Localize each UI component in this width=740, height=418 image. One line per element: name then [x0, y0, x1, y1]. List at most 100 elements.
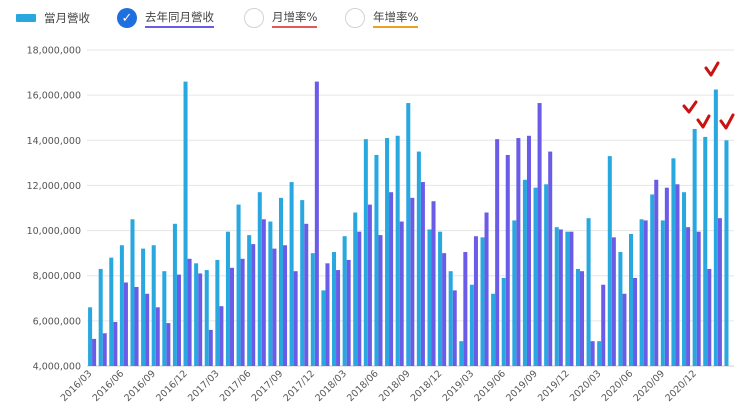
bar-current[interactable]: [575, 268, 580, 366]
bar-prior-year[interactable]: [187, 258, 192, 366]
check-icon[interactable]: ✓: [117, 8, 137, 28]
bar-prior-year[interactable]: [293, 271, 298, 366]
bar-prior-year[interactable]: [537, 103, 542, 367]
bar-current[interactable]: [151, 245, 156, 366]
bar-prior-year[interactable]: [176, 274, 181, 366]
bar-prior-year[interactable]: [166, 323, 171, 366]
bar-prior-year[interactable]: [102, 333, 107, 366]
unchecked-circle-icon[interactable]: [345, 8, 365, 28]
bar-prior-year[interactable]: [378, 235, 383, 366]
bar-prior-year[interactable]: [346, 259, 351, 366]
bar-current[interactable]: [342, 236, 347, 366]
bar-prior-year[interactable]: [675, 184, 680, 366]
bar-current[interactable]: [554, 227, 559, 366]
bar-current[interactable]: [141, 248, 146, 366]
bar-prior-year[interactable]: [336, 270, 341, 366]
bar-current[interactable]: [406, 103, 411, 367]
bar-current[interactable]: [204, 270, 209, 366]
bar-current[interactable]: [385, 138, 390, 366]
bar-current[interactable]: [416, 151, 421, 366]
bar-prior-year[interactable]: [569, 231, 574, 366]
bar-prior-year[interactable]: [420, 182, 425, 366]
bar-prior-year[interactable]: [601, 284, 606, 366]
bar-prior-year[interactable]: [113, 321, 118, 366]
bar-prior-year[interactable]: [516, 138, 521, 366]
bar-prior-year[interactable]: [198, 273, 203, 366]
bar-current[interactable]: [363, 139, 368, 366]
bar-prior-year[interactable]: [579, 271, 585, 366]
bar-current[interactable]: [607, 156, 612, 366]
bar-prior-year[interactable]: [389, 192, 394, 366]
bar-prior-year[interactable]: [473, 236, 478, 366]
bar-current[interactable]: [300, 200, 305, 366]
bar-current[interactable]: [597, 341, 602, 366]
bar-prior-year[interactable]: [590, 341, 595, 366]
bar-current[interactable]: [491, 293, 496, 366]
bar-current[interactable]: [247, 235, 252, 366]
bar-current[interactable]: [353, 212, 358, 366]
bar-prior-year[interactable]: [452, 290, 457, 366]
bar-current[interactable]: [289, 182, 294, 366]
bar-prior-year[interactable]: [717, 218, 722, 366]
bar-prior-year[interactable]: [548, 151, 553, 366]
bar-prior-year[interactable]: [219, 306, 224, 366]
bar-prior-year[interactable]: [229, 267, 235, 366]
bar-current[interactable]: [533, 187, 538, 366]
bar-prior-year[interactable]: [410, 197, 415, 366]
bar-current[interactable]: [321, 290, 326, 366]
bar-current[interactable]: [501, 277, 506, 366]
bar-current[interactable]: [703, 136, 708, 366]
bar-current[interactable]: [724, 140, 729, 366]
bar-prior-year[interactable]: [314, 81, 319, 366]
legend-item-yoy-growth[interactable]: 年增率%: [345, 6, 419, 30]
bar-prior-year[interactable]: [304, 223, 309, 366]
bar-current[interactable]: [225, 231, 230, 366]
bar-prior-year[interactable]: [431, 201, 436, 366]
bar-current[interactable]: [650, 194, 655, 366]
bar-prior-year[interactable]: [526, 135, 531, 366]
bar-current[interactable]: [215, 259, 220, 366]
bar-current[interactable]: [119, 245, 124, 366]
bar-prior-year[interactable]: [442, 253, 447, 366]
bar-current[interactable]: [98, 268, 103, 366]
bar-prior-year[interactable]: [707, 268, 712, 366]
bar-prior-year[interactable]: [558, 229, 563, 366]
bar-prior-year[interactable]: [283, 245, 288, 366]
bar-current[interactable]: [162, 271, 167, 366]
bar-current[interactable]: [310, 253, 315, 366]
bar-prior-year[interactable]: [643, 220, 648, 366]
bar-prior-year[interactable]: [272, 248, 277, 366]
legend-item-monthly-revenue[interactable]: 當月營收: [16, 6, 90, 30]
bar-prior-year[interactable]: [611, 237, 616, 366]
bar-current[interactable]: [682, 192, 687, 366]
bar-prior-year[interactable]: [357, 231, 362, 366]
bar-current[interactable]: [278, 197, 284, 366]
bar-current[interactable]: [618, 252, 623, 366]
bar-current[interactable]: [628, 233, 634, 366]
bar-prior-year[interactable]: [123, 282, 128, 366]
bar-current[interactable]: [586, 218, 591, 366]
bar-prior-year[interactable]: [155, 307, 160, 366]
bar-prior-year[interactable]: [399, 221, 404, 366]
bar-prior-year[interactable]: [261, 219, 266, 366]
bar-current[interactable]: [660, 220, 665, 366]
legend-item-mom-growth[interactable]: 月增率%: [244, 6, 318, 30]
bar-prior-year[interactable]: [654, 179, 659, 366]
bar-current[interactable]: [395, 135, 400, 366]
bar-prior-year[interactable]: [92, 338, 97, 366]
bar-prior-year[interactable]: [622, 293, 627, 366]
bar-current[interactable]: [427, 229, 432, 366]
unchecked-circle-icon[interactable]: [244, 8, 264, 28]
bar-current[interactable]: [130, 219, 135, 366]
bar-prior-year[interactable]: [505, 154, 510, 366]
bar-current[interactable]: [183, 81, 188, 366]
bar-current[interactable]: [671, 158, 676, 366]
bar-current[interactable]: [236, 204, 241, 366]
bar-current[interactable]: [544, 184, 549, 366]
bar-current[interactable]: [512, 220, 517, 366]
bar-current[interactable]: [459, 341, 464, 366]
bar-prior-year[interactable]: [325, 263, 330, 366]
bar-prior-year[interactable]: [463, 252, 468, 366]
bar-prior-year[interactable]: [134, 287, 139, 366]
bar-current[interactable]: [194, 263, 199, 366]
